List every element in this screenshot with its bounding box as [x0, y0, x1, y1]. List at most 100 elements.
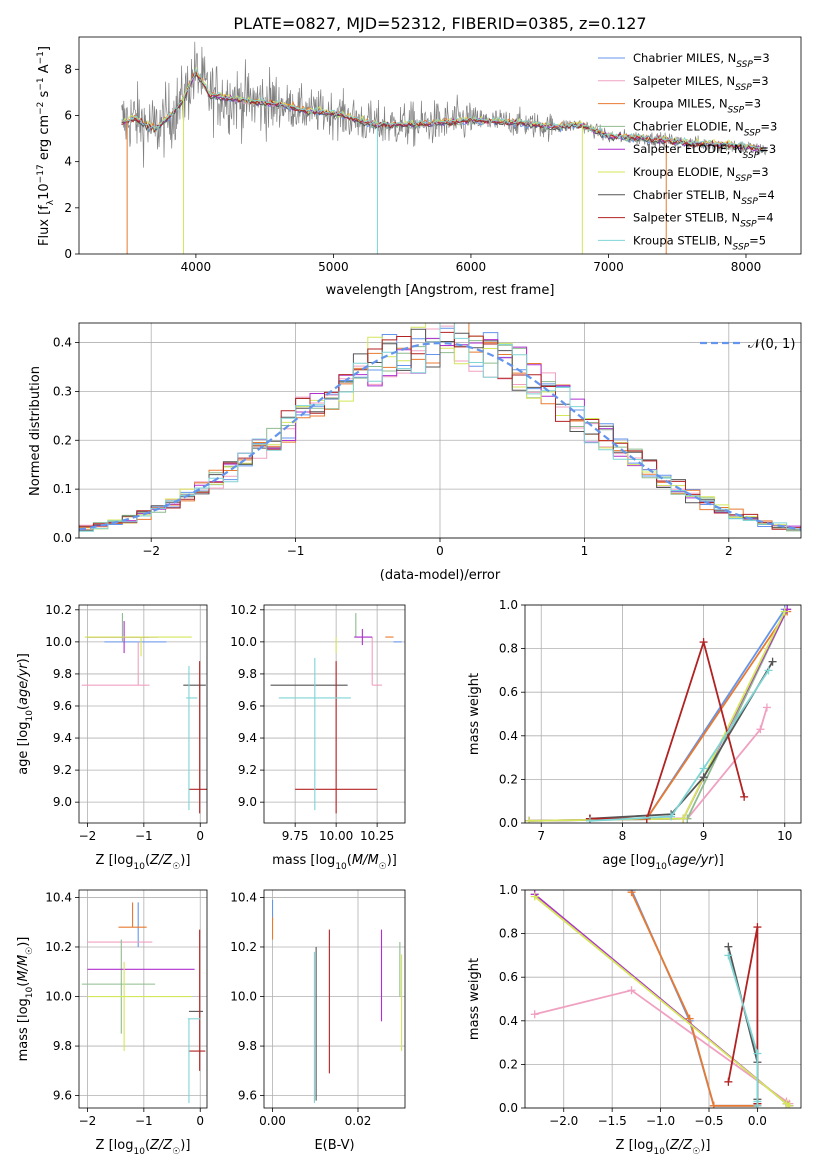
- model-spectrum-line: [121, 74, 766, 153]
- y-tick-label: 0.8: [499, 927, 518, 941]
- x-tick-label: 9.75: [282, 829, 309, 843]
- panel-mass_vs_Z: −2 −1 0 9.6 9.8 10.0 10.2 10.4 Z [log10(Z/Z☉)] ma…: [16, 889, 208, 1157]
- x-tick-label: 8000: [731, 260, 762, 274]
- x-tick-label: 0.02: [345, 1114, 372, 1128]
- y-axis-label: mass [log10(M/M☉)]: [16, 937, 35, 1062]
- y-axis-label: mass weight: [467, 958, 482, 1040]
- y-tick-label: 1.0: [499, 598, 518, 612]
- weight-line: [630, 891, 758, 1107]
- y-tick-label: 0.4: [53, 336, 72, 350]
- y-tick-label: 9.6: [53, 1089, 72, 1103]
- plot-area-weights_vs_Z: [530, 890, 794, 1108]
- plot-area-age_vs_mass: [270, 613, 402, 814]
- histogram-series: [79, 323, 801, 532]
- x-tick-label: 10: [777, 829, 792, 843]
- y-tick-label: 4: [64, 155, 72, 169]
- x-tick-label: −2.0: [549, 1114, 578, 1128]
- legend: Chabrier MILES, NSSP=3 Salpeter MILES, NS…: [598, 51, 777, 252]
- weight-marker: [756, 725, 765, 734]
- data-spectrum-line: [121, 41, 767, 168]
- panel-weights_vs_Z: −2.0 −1.5 −1.0 −0.5 0.0 0.0 0.2 0.4 0.6 0.8 1.0 mas…: [467, 883, 802, 1157]
- y-tick-label: 10.4: [230, 890, 257, 904]
- x-axis-label: mass [log10(M/M☉)]: [272, 853, 397, 872]
- y-tick-label: 0.2: [499, 772, 518, 786]
- y-tick-label: 9.4: [238, 731, 257, 745]
- y-tick-label: 8: [64, 62, 72, 76]
- errorbar-point: [81, 641, 150, 686]
- x-axis-label: Z [log10(Z/Z☉)]: [96, 853, 191, 872]
- y-tick-label: 10.2: [230, 603, 257, 617]
- weight-marker: [753, 923, 762, 932]
- x-tick-label: 9: [700, 829, 708, 843]
- weight-marker: [768, 657, 777, 666]
- x-axis-label: (data-model)/error: [380, 568, 501, 583]
- panel-age_vs_Z: −2 −1 0 9.0 9.2 9.4 9.6 9.8 10.0 10.2 Z [log10(Z/Z…: [16, 603, 208, 872]
- y-tick-label: 10.2: [45, 940, 72, 954]
- weight-marker: [530, 892, 539, 901]
- x-tick-label: 2: [725, 544, 733, 558]
- errorbar-point: [278, 657, 351, 811]
- panel-weights_vs_age: 7 8 9 10 0.0 0.2 0.4 0.6 0.8 1.0 mass weight age [l…: [467, 598, 802, 872]
- plot-area-age_vs_Z: [81, 613, 207, 814]
- legend-label: 𝒩(0, 1): [748, 337, 795, 352]
- weight-marker: [525, 816, 534, 823]
- plot-area-weights_vs_age: [525, 605, 792, 823]
- plot-area-mass_vs_EBV: [271, 899, 403, 1104]
- y-tick-label: 9.4: [53, 731, 72, 745]
- plot-area-mass_vs_Z: [81, 902, 206, 1104]
- y-tick-label: 9.8: [238, 1039, 257, 1053]
- y-tick-label: 0.6: [499, 970, 518, 984]
- errorbar-point: [354, 629, 373, 646]
- y-tick-label: 0.1: [53, 482, 72, 496]
- weight-line: [589, 669, 770, 822]
- errorbar-point: [87, 961, 192, 1052]
- errorbar-point: [118, 902, 147, 928]
- x-tick-label: 0: [196, 1114, 204, 1128]
- y-tick-label: 9.6: [53, 699, 72, 713]
- weight-marker: [667, 812, 676, 821]
- y-tick-label: 0.0: [53, 531, 72, 545]
- x-tick-label: 6000: [456, 260, 487, 274]
- axes-frame: [524, 889, 802, 1109]
- errorbar-point: [188, 661, 207, 814]
- x-tick-label: 0: [436, 544, 444, 558]
- x-axis-label: wavelength [Angstrom, rest frame]: [326, 283, 555, 298]
- y-tick-label: 9.8: [238, 667, 257, 681]
- y-tick-label: 9.6: [238, 1089, 257, 1103]
- y-tick-label: 1.0: [499, 883, 518, 897]
- x-tick-label: 4000: [181, 260, 212, 274]
- y-tick-label: 0.2: [499, 1057, 518, 1071]
- y-tick-label: 10.0: [45, 990, 72, 1004]
- weight-marker: [627, 986, 636, 995]
- panel-mass_vs_EBV: 0.00 0.02 9.6 9.8 10.0 10.2 10.4 E(B-V): [230, 889, 406, 1153]
- y-tick-label: 9.2: [53, 763, 72, 777]
- y-tick-label: 10.0: [230, 990, 257, 1004]
- y-axis-label: Normed distribution: [28, 366, 43, 496]
- legend-label: Kroupa STELIB, NSSP=5: [633, 233, 766, 252]
- y-axis-label: Flux [fλ10−17 erg cm−2 s−1 A−1]: [36, 46, 56, 246]
- y-tick-label: 0.2: [53, 433, 72, 447]
- errorbar-point: [187, 1018, 201, 1104]
- histogram-series: [79, 328, 801, 532]
- weight-marker: [753, 1049, 762, 1058]
- x-tick-label: −2: [79, 1114, 97, 1128]
- weight-marker: [740, 792, 749, 801]
- y-tick-label: 0.8: [499, 642, 518, 656]
- y-tick-label: 9.8: [53, 1039, 72, 1053]
- y-tick-label: 10.2: [230, 940, 257, 954]
- x-axis-label: Z [log10(Z/Z☉)]: [616, 1138, 711, 1157]
- y-tick-label: 10.0: [45, 635, 72, 649]
- weight-marker: [785, 1101, 794, 1108]
- errorbar-point: [295, 661, 378, 814]
- x-tick-label: −1: [135, 829, 153, 843]
- weight-marker: [764, 666, 773, 675]
- axes-frame: [78, 36, 802, 255]
- weight-marker: [685, 1014, 694, 1023]
- weight-marker: [709, 1101, 718, 1108]
- weight-line: [589, 661, 774, 820]
- y-tick-label: 9.8: [53, 667, 72, 681]
- x-axis-label: Z [log10(Z/Z☉)]: [96, 1138, 191, 1157]
- y-tick-label: 9.0: [238, 795, 257, 809]
- legend-label: Kroupa MILES, NSSP=3: [633, 97, 761, 116]
